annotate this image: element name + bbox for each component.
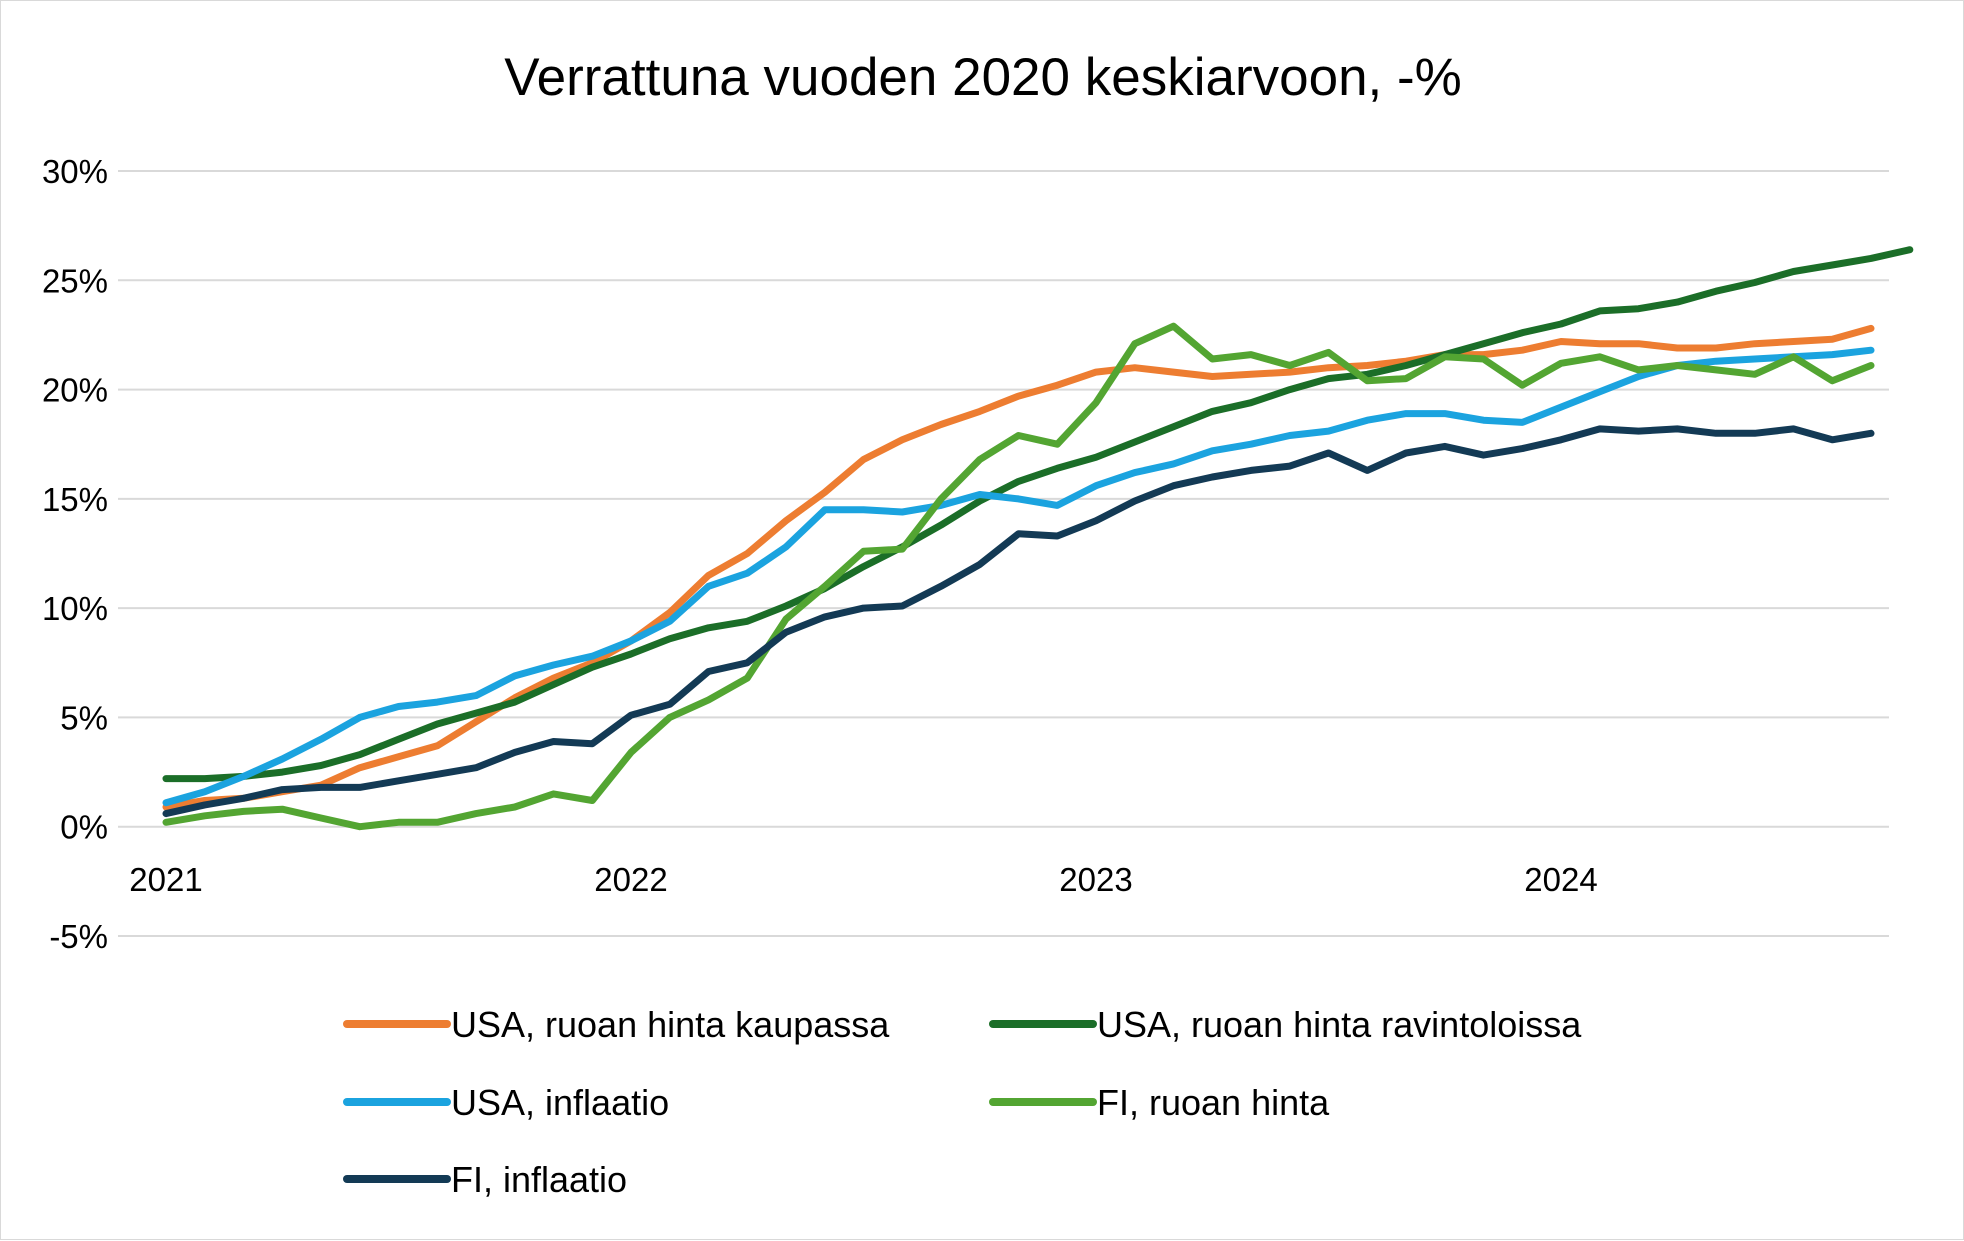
series-line-2 <box>162 246 1914 783</box>
y-tick-label: 5% <box>60 699 108 736</box>
series-line-4 <box>162 322 1875 831</box>
legend-item: USA, inflaatio <box>343 1082 669 1123</box>
legend-item: USA, ruoan hinta ravintoloissa <box>989 1004 1582 1045</box>
x-axis-tick-labels: 2021 2022 2023 2024 <box>129 861 1597 898</box>
legend: USA, ruoan hinta kaupassa USA, ruoan hint… <box>343 1004 1582 1200</box>
x-tick-label: 2022 <box>594 861 667 898</box>
x-tick-label: 2024 <box>1524 861 1597 898</box>
y-tick-label: 0% <box>60 809 108 846</box>
chart-title: Verrattuna vuoden 2020 keskiarvoon, -% <box>504 48 1462 107</box>
series-lines <box>162 246 1914 831</box>
x-tick-label: 2023 <box>1059 861 1132 898</box>
y-tick-label: 15% <box>42 481 108 518</box>
y-tick-label: 25% <box>42 262 108 299</box>
y-tick-label: 20% <box>42 372 108 409</box>
legend-label: USA, inflaatio <box>451 1082 669 1123</box>
legend-label: FI, inflaatio <box>451 1159 627 1200</box>
gridlines <box>118 170 1889 937</box>
x-tick-label: 2021 <box>129 861 202 898</box>
series-line-3 <box>162 346 1875 807</box>
legend-label: USA, ruoan hinta kaupassa <box>451 1004 890 1045</box>
y-tick-label: -5% <box>49 918 108 955</box>
legend-item: USA, ruoan hinta kaupassa <box>343 1004 890 1045</box>
legend-label: USA, ruoan hinta ravintoloissa <box>1097 1004 1582 1045</box>
y-tick-label: 30% <box>42 153 108 190</box>
legend-item: FI, ruoan hinta <box>989 1082 1330 1123</box>
y-axis-tick-labels: 30% 25% 20% 15% 10% 5% 0% -5% <box>42 153 108 955</box>
legend-label: FI, ruoan hinta <box>1097 1082 1330 1123</box>
legend-item: FI, inflaatio <box>343 1159 627 1200</box>
y-tick-label: 10% <box>42 590 108 627</box>
series-line-5 <box>162 425 1875 818</box>
series-line-1 <box>162 324 1875 811</box>
